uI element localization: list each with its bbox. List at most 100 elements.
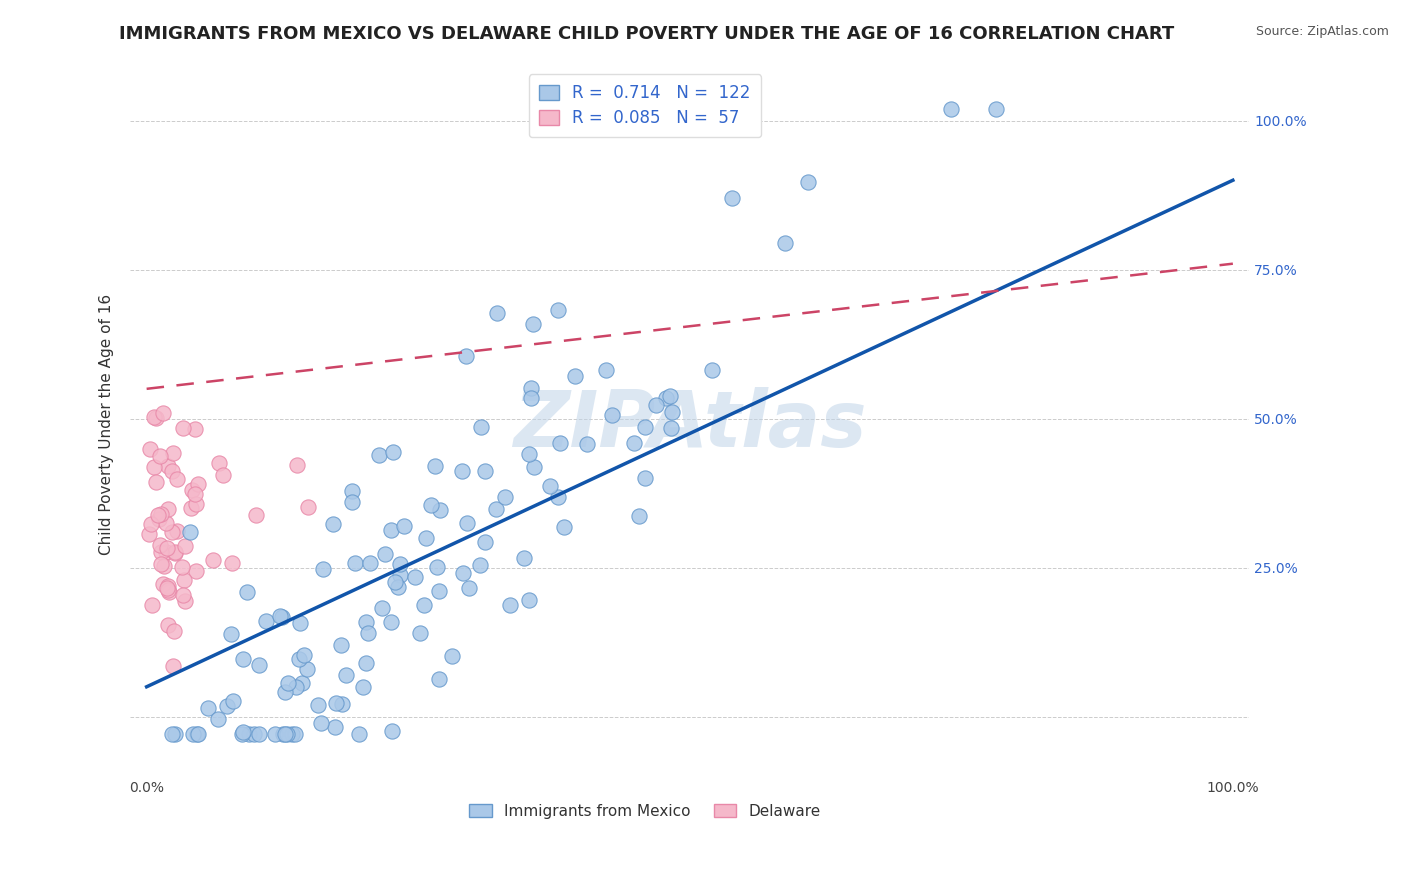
Point <box>451 566 474 580</box>
Point <box>150 557 173 571</box>
Point <box>499 599 522 613</box>
Point <box>384 575 406 590</box>
Point <box>595 363 617 377</box>
Point <box>742 102 765 116</box>
Point <box>276 727 298 741</box>
Point <box>659 420 682 434</box>
Point <box>494 491 516 505</box>
Point <box>470 420 492 434</box>
Point <box>547 490 569 504</box>
Point <box>454 349 477 363</box>
Point <box>222 694 245 708</box>
Point <box>404 570 426 584</box>
Point <box>553 520 575 534</box>
Point <box>426 559 449 574</box>
Point <box>155 545 177 559</box>
Point <box>207 456 229 470</box>
Point <box>380 523 402 537</box>
Point <box>156 581 179 595</box>
Point <box>166 524 188 538</box>
Point <box>186 727 208 741</box>
Legend: Immigrants from Mexico, Delaware: Immigrants from Mexico, Delaware <box>463 797 827 825</box>
Point <box>172 421 194 435</box>
Point <box>340 495 363 509</box>
Point <box>232 652 254 666</box>
Point <box>451 464 474 478</box>
Point <box>156 541 179 555</box>
Point <box>420 498 443 512</box>
Point <box>311 715 333 730</box>
Point <box>145 411 167 425</box>
Point <box>215 698 238 713</box>
Point <box>165 545 187 559</box>
Point <box>456 516 478 531</box>
Point <box>312 562 335 576</box>
Point <box>181 483 204 498</box>
Point <box>354 656 377 670</box>
Point <box>173 574 195 588</box>
Point <box>297 662 319 676</box>
Point <box>458 581 481 595</box>
Point <box>389 567 412 582</box>
Point <box>277 676 299 690</box>
Point <box>429 503 451 517</box>
Point <box>513 550 536 565</box>
Point <box>157 502 180 516</box>
Point <box>413 598 436 612</box>
Point <box>564 368 586 383</box>
Point <box>152 558 174 573</box>
Point <box>356 615 378 629</box>
Point <box>160 465 183 479</box>
Point <box>146 508 169 523</box>
Point <box>187 476 209 491</box>
Point <box>173 540 195 554</box>
Point <box>149 507 172 521</box>
Point <box>269 608 291 623</box>
Point <box>388 557 411 571</box>
Point <box>232 725 254 739</box>
Point <box>347 727 370 741</box>
Point <box>155 516 177 530</box>
Point <box>187 727 209 741</box>
Point <box>342 483 364 498</box>
Point <box>368 448 391 462</box>
Point <box>162 446 184 460</box>
Point <box>517 593 540 607</box>
Point <box>702 363 724 377</box>
Point <box>238 727 260 741</box>
Point <box>197 701 219 715</box>
Point <box>344 556 367 570</box>
Point <box>292 648 315 662</box>
Point <box>658 389 681 403</box>
Point <box>520 391 543 405</box>
Point <box>297 500 319 514</box>
Point <box>634 419 657 434</box>
Point <box>285 458 308 472</box>
Point <box>163 727 186 741</box>
Point <box>245 508 267 522</box>
Point <box>287 652 309 666</box>
Point <box>280 727 302 741</box>
Point <box>247 727 270 741</box>
Point <box>371 600 394 615</box>
Point <box>415 531 437 545</box>
Point <box>796 175 818 189</box>
Point <box>274 727 297 741</box>
Point <box>141 598 163 612</box>
Point <box>645 398 668 412</box>
Point <box>179 525 201 540</box>
Point <box>721 191 744 205</box>
Point <box>380 615 402 629</box>
Text: ZIPAtlas: ZIPAtlas <box>513 386 866 463</box>
Point <box>141 517 163 532</box>
Point <box>152 406 174 420</box>
Point <box>139 442 162 456</box>
Point <box>162 659 184 673</box>
Point <box>231 727 253 741</box>
Point <box>329 638 352 652</box>
Point <box>284 727 307 741</box>
Point <box>600 408 623 422</box>
Point <box>156 459 179 474</box>
Point <box>330 698 353 712</box>
Point <box>474 464 496 478</box>
